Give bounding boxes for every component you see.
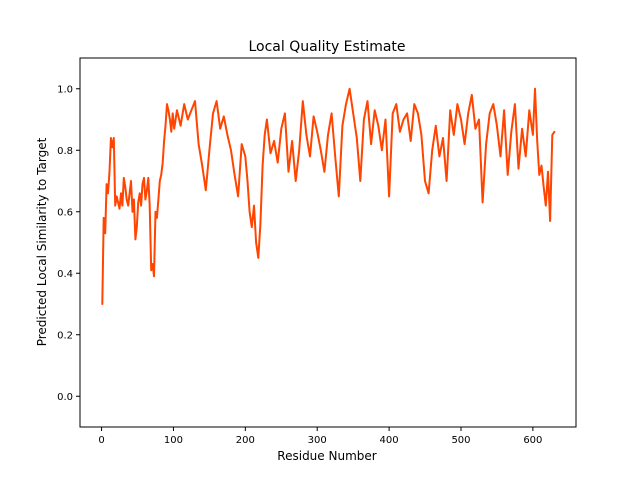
y-tick-label: 0.0 bbox=[57, 392, 73, 403]
x-tick-label: 300 bbox=[308, 435, 327, 446]
y-tick-label: 0.6 bbox=[57, 207, 73, 218]
y-tick-label: 1.0 bbox=[57, 84, 73, 95]
x-axis-label: Residue Number bbox=[277, 449, 376, 463]
x-tick-label: 0 bbox=[98, 435, 104, 446]
chart-title: Local Quality Estimate bbox=[248, 39, 405, 55]
y-tick-label: 0.2 bbox=[57, 330, 73, 341]
x-tick-label: 500 bbox=[451, 435, 470, 446]
x-tick-label: 200 bbox=[236, 435, 255, 446]
x-tick-label: 600 bbox=[523, 435, 542, 446]
x-tick-label: 100 bbox=[164, 435, 183, 446]
y-axis-label: Predicted Local Similarity to Target bbox=[35, 137, 49, 346]
y-tick-label: 0.4 bbox=[57, 269, 73, 280]
x-tick-label: 400 bbox=[380, 435, 399, 446]
plot-area: 0 100 200 300 400 500 600 0.0 0.2 0.4 0.6 0.8 1.0 bbox=[57, 57, 577, 446]
y-tick-label: 0.8 bbox=[57, 146, 73, 157]
series-line-0 bbox=[101, 87, 556, 305]
plot-frame bbox=[79, 57, 577, 428]
